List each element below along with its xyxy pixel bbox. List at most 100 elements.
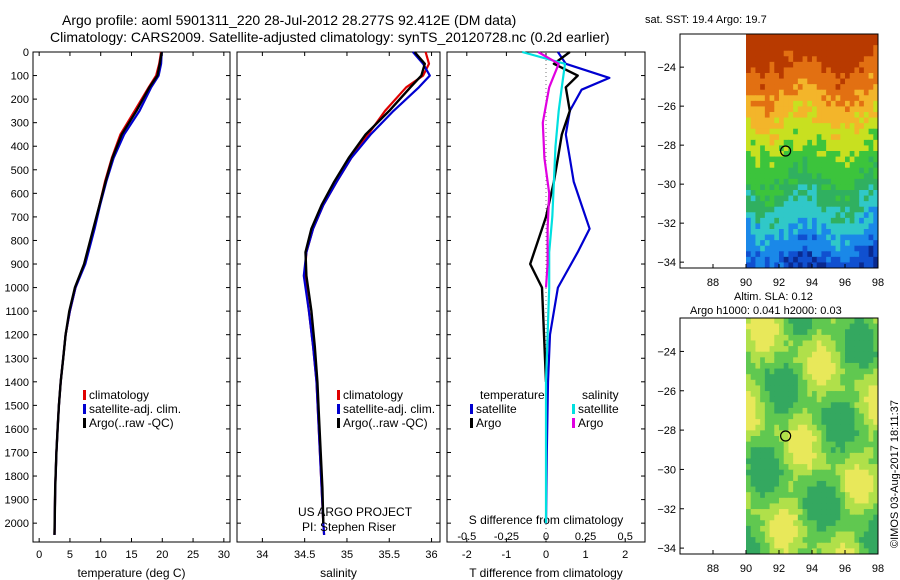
map-cell	[830, 84, 837, 91]
map-cell	[769, 39, 775, 46]
map-cell	[845, 50, 851, 57]
map-cell	[849, 514, 855, 521]
map-cell	[854, 256, 860, 263]
map-cell	[863, 503, 870, 510]
map-cell	[797, 89, 804, 96]
map-cell	[783, 61, 789, 68]
map-cell	[821, 134, 827, 141]
map-cell	[845, 173, 851, 180]
map-cell	[830, 56, 837, 63]
map-cell	[755, 475, 761, 482]
map-cell	[783, 190, 789, 197]
map-cell	[854, 156, 860, 163]
map-cell	[774, 151, 780, 158]
map-cell	[873, 234, 879, 241]
map-cell	[812, 251, 818, 258]
map-cell	[840, 318, 846, 325]
map-cell	[788, 531, 794, 538]
map-cell	[746, 475, 752, 482]
map-cell	[755, 123, 761, 130]
map-cell	[774, 212, 780, 219]
map-cell	[830, 419, 837, 426]
map-cell	[854, 139, 860, 146]
map-cell	[840, 223, 846, 230]
map-cell	[746, 542, 752, 549]
map-cell	[779, 212, 785, 219]
map-cell	[793, 162, 799, 169]
map-cell	[760, 430, 766, 437]
map-cell	[868, 503, 874, 510]
map-cell	[793, 112, 799, 119]
map-y-tick-label: −30	[657, 179, 676, 191]
map-cell	[788, 217, 794, 224]
map-cell	[793, 256, 799, 263]
map-cell	[854, 73, 860, 80]
map-cell	[868, 50, 874, 57]
map-cell	[793, 362, 799, 370]
map-cell	[764, 318, 771, 325]
map-cell	[868, 475, 874, 482]
map-cell	[859, 106, 865, 113]
map-cell	[802, 469, 808, 476]
map-cell	[774, 56, 780, 63]
map-cell	[755, 212, 761, 219]
map-cell	[783, 469, 789, 476]
map-cell	[788, 95, 794, 102]
map-cell	[779, 223, 785, 230]
map-cell	[779, 61, 785, 68]
map-cell	[863, 145, 870, 152]
map-cell	[802, 436, 808, 443]
map-cell	[873, 413, 879, 420]
map-cell	[821, 413, 827, 420]
map-cell	[845, 492, 851, 499]
map-cell	[863, 106, 870, 113]
map-cell	[835, 78, 841, 85]
map-cell	[793, 424, 799, 431]
map-cell	[764, 514, 771, 521]
map-cell	[793, 391, 799, 398]
map-cell	[840, 190, 846, 197]
map-cell	[854, 167, 860, 174]
map-cell	[840, 413, 846, 420]
map-cell	[821, 537, 827, 544]
map-cell	[788, 229, 794, 236]
map-cell	[830, 45, 837, 52]
map-cell	[769, 497, 775, 504]
map-cell	[769, 73, 775, 80]
map-cell	[793, 503, 799, 510]
map-cell	[826, 39, 832, 46]
map-cell	[760, 334, 766, 341]
map-cell	[859, 469, 865, 476]
map-cell	[783, 162, 789, 169]
map-cell	[826, 379, 832, 386]
map-cell	[774, 128, 780, 135]
map-cell	[835, 34, 841, 41]
map-cell	[812, 340, 818, 347]
map-cell	[849, 173, 855, 180]
map-cell	[863, 407, 870, 415]
map-cell	[873, 531, 879, 538]
map-cell	[760, 480, 766, 488]
map-cell	[863, 45, 870, 52]
map-cell	[760, 497, 766, 504]
map-cell	[764, 206, 771, 213]
map-cell	[774, 340, 780, 347]
map-cell	[774, 195, 780, 202]
map-cell	[760, 441, 766, 448]
map-cell	[863, 469, 870, 476]
map-cell	[783, 206, 789, 213]
map-cell	[849, 548, 855, 555]
map-cell	[755, 452, 761, 459]
map-cell	[830, 497, 837, 504]
map-cell	[755, 117, 761, 124]
map-cell	[849, 184, 855, 191]
map-cell	[783, 318, 789, 325]
map-cell	[863, 112, 870, 119]
map-cell	[760, 424, 766, 431]
map-cell	[807, 447, 813, 454]
map-cell	[849, 430, 855, 437]
map-cell	[840, 195, 846, 202]
map-cell	[859, 251, 865, 258]
map-cell	[783, 492, 789, 499]
map-cell	[750, 61, 756, 68]
